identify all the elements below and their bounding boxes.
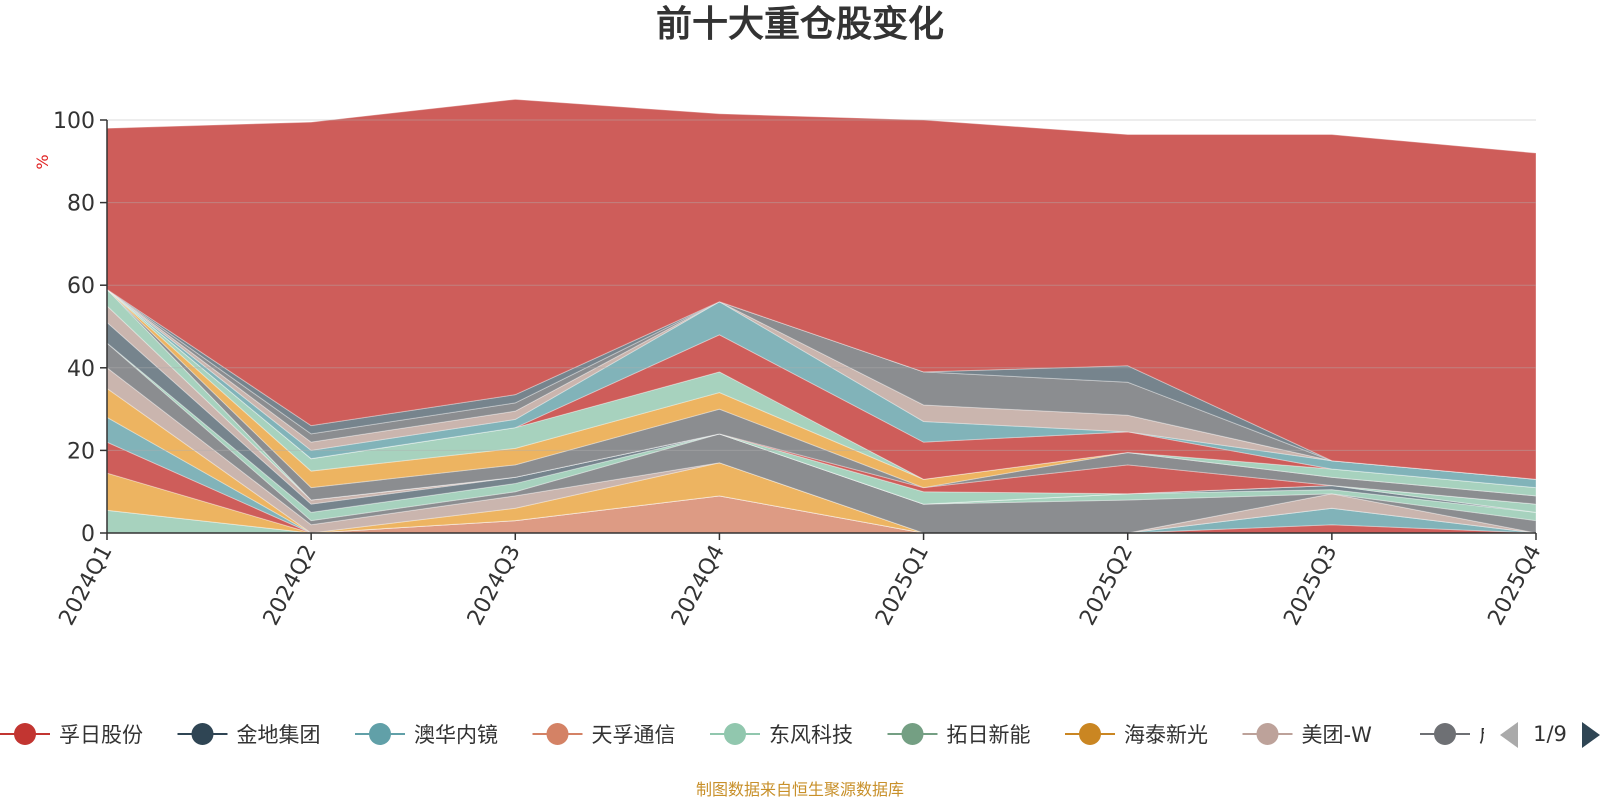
- legend-item[interactable]: 海泰新光: [1065, 723, 1208, 747]
- legend-marker-icon: [355, 723, 405, 745]
- x-tick-label: 2025Q1: [871, 541, 934, 630]
- legend-next-page-icon[interactable]: [1582, 722, 1600, 748]
- legend-marker-icon: [1065, 723, 1115, 745]
- area-series-16: [106, 288, 1537, 497]
- legend: 孚日股份 金地集团 澳华内镜 天孚通信 东风科技 拓日新能 海泰新光 美团-W 成: [0, 723, 1500, 747]
- legend-item[interactable]: 天孚通信: [532, 723, 676, 747]
- x-tick-label: 2025Q3: [1279, 541, 1342, 630]
- y-tick-label: 20: [67, 439, 95, 464]
- legend-marker-icon: [710, 723, 760, 745]
- legend-label: 东风科技: [769, 723, 853, 747]
- legend-marker-icon: [1242, 723, 1293, 745]
- legend-item[interactable]: 孚日股份: [0, 723, 143, 747]
- legend-label: 美团-W: [1302, 723, 1373, 747]
- x-tick-label: 2024Q2: [259, 541, 322, 630]
- x-tick-label: 2025Q2: [1075, 541, 1138, 630]
- y-tick-label: 80: [67, 192, 95, 217]
- y-axis-unit: %: [33, 154, 52, 169]
- legend-marker-icon: [532, 723, 583, 745]
- area-series-9: [106, 342, 1537, 522]
- legend-item[interactable]: 金地集团: [177, 723, 321, 747]
- legend-marker-icon: [177, 723, 228, 745]
- legend-marker-icon: [1420, 723, 1470, 745]
- area-series-18: [106, 288, 1537, 489]
- area-series-5: [106, 416, 1537, 534]
- y-tick-label: 0: [81, 522, 95, 547]
- legend-item[interactable]: 拓日新能: [887, 723, 1031, 747]
- x-tick-label: 2024Q1: [55, 541, 118, 630]
- legend-label: 孚日股份: [59, 723, 143, 747]
- legend-item[interactable]: 澳华内镜: [355, 723, 498, 747]
- legend-label: 海泰新光: [1124, 723, 1208, 747]
- y-tick-label: 60: [67, 274, 95, 299]
- legend-prev-page-icon[interactable]: [1500, 722, 1518, 748]
- x-tick-label: 2025Q4: [1484, 541, 1547, 630]
- area-series-14: [106, 288, 1537, 505]
- legend-marker-icon: [0, 723, 50, 745]
- area-series-12: [106, 288, 1537, 513]
- legend-label: 拓日新能: [947, 723, 1031, 747]
- legend-marker-icon: [887, 723, 938, 745]
- legend-label: 澳华内镜: [414, 723, 498, 747]
- y-tick-label: 40: [67, 357, 95, 382]
- x-tick-labels: 2024Q1 2024Q2 2024Q3 2024Q4 2025Q1 2025Q2 2025…: [55, 541, 1547, 630]
- y-tick-labels: 0 20 40 60 80 100: [53, 109, 95, 547]
- area-series-22: [106, 98, 1537, 480]
- x-tick-label: 2024Q3: [463, 541, 526, 630]
- legend-item[interactable]: 东风科技: [710, 723, 853, 747]
- chart-title: 前十大重仓股变化: [656, 3, 944, 45]
- legend-page-indicator: 1/9: [1533, 722, 1567, 746]
- legend-label: 金地集团: [237, 723, 321, 747]
- axes: [100, 119, 1537, 540]
- area-series-10: [106, 321, 1537, 513]
- y-tick-label: 100: [53, 109, 95, 134]
- area-series-group: [106, 98, 1537, 534]
- legend-item[interactable]: 成: [1420, 723, 1500, 747]
- source-note: 制图数据来自恒生聚源数据库: [696, 780, 904, 799]
- x-tick-label: 2024Q4: [667, 541, 730, 630]
- legend-label: 天孚通信: [592, 723, 676, 747]
- legend-pager: 1/9: [1500, 722, 1600, 748]
- legend-label: 成: [1479, 723, 1500, 747]
- area-series-7: [106, 366, 1537, 534]
- legend-item[interactable]: 美团-W: [1242, 723, 1373, 747]
